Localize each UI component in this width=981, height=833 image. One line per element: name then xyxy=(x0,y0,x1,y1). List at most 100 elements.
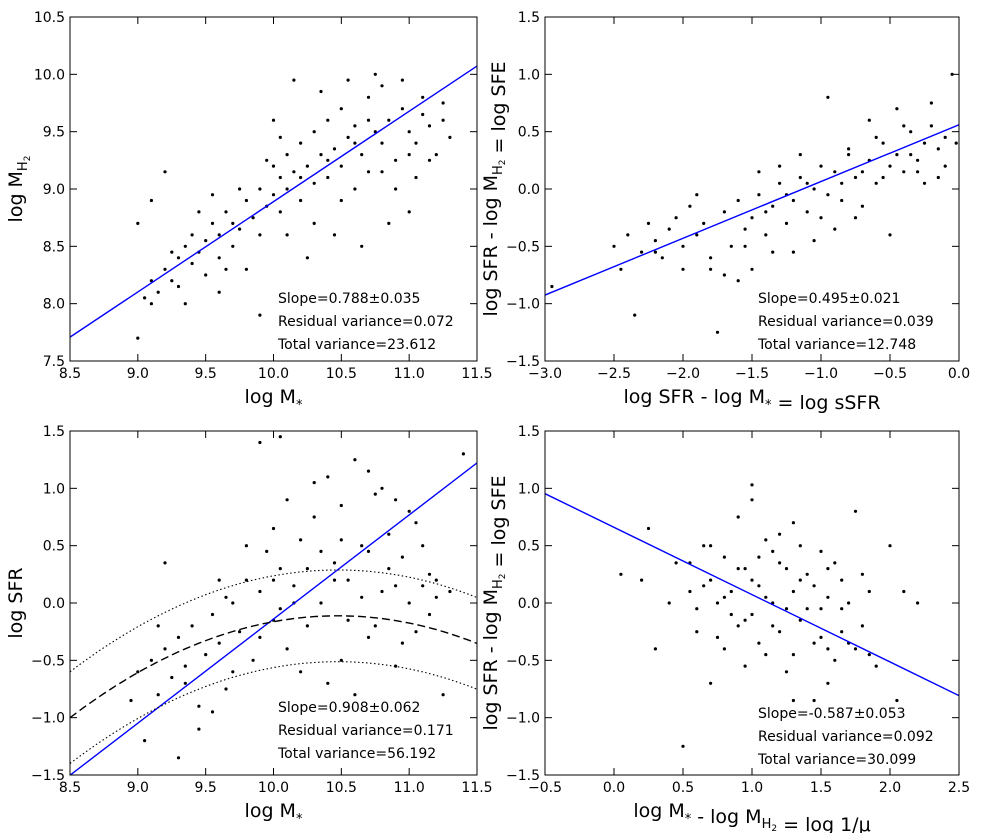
scatter-point xyxy=(826,647,830,651)
x-tick-label: 9.0 xyxy=(127,366,149,382)
y-tick-label: −0.5 xyxy=(31,653,65,669)
scatter-point xyxy=(217,256,221,260)
y-tick-label: 1.0 xyxy=(518,481,540,497)
main-sequence-curve xyxy=(70,615,477,719)
scatter-point xyxy=(709,544,713,548)
scatter-point xyxy=(183,244,187,248)
scatter-point xyxy=(332,578,337,582)
fit-line xyxy=(545,124,959,296)
scatter-point xyxy=(387,567,391,571)
scatter-point xyxy=(791,198,796,203)
scatter-point xyxy=(414,175,418,180)
scatter-point xyxy=(715,635,720,640)
scatter-point xyxy=(394,187,398,191)
scatter-point xyxy=(757,170,761,174)
scatter-point xyxy=(722,210,727,214)
y-tick-label: 1.5 xyxy=(518,10,540,26)
panel-bottom-left: 8.5 9.0 9.5 10.0 10.5 11.0 11.5 −1.5 −1.0 −0.5 0.0… xyxy=(5,424,493,827)
scatter-point xyxy=(278,135,282,139)
scatter-point xyxy=(791,589,796,594)
scatter-point xyxy=(224,267,228,271)
scatter-point xyxy=(265,549,269,554)
scatter-point xyxy=(292,78,296,82)
plot-area xyxy=(545,72,959,334)
scatter-point xyxy=(312,130,316,134)
scatter-point xyxy=(757,193,761,197)
scatter-point xyxy=(702,584,706,588)
scatter-point xyxy=(366,469,371,473)
y-tick-label: 0.5 xyxy=(518,125,540,141)
scatter-point xyxy=(217,641,221,645)
scatter-point xyxy=(764,210,768,214)
scatter-point xyxy=(183,681,187,685)
scatter-point xyxy=(339,107,343,111)
scatter-point xyxy=(238,187,242,191)
scatter-point xyxy=(660,256,664,260)
stat-annotation: Residual variance=0.072 xyxy=(278,314,454,330)
scatter-point xyxy=(299,538,303,542)
scatter-point xyxy=(461,452,465,456)
scatter-point xyxy=(895,698,899,703)
scatter-point xyxy=(204,653,208,657)
scatter-point xyxy=(750,498,754,502)
x-tick-label: 10.5 xyxy=(326,780,357,796)
scatter-point xyxy=(136,221,140,225)
scatter-point xyxy=(244,198,248,203)
x-tick-label: 8.5 xyxy=(59,780,81,796)
scatter-point xyxy=(840,578,844,582)
scatter-point xyxy=(874,181,878,185)
scatter-point xyxy=(271,526,276,531)
y-tick-label: −1.0 xyxy=(506,297,540,313)
scatter-point xyxy=(729,589,733,594)
scatter-point xyxy=(619,572,623,576)
scatter-point xyxy=(619,267,623,271)
scatter-point xyxy=(231,221,235,225)
scatter-point xyxy=(319,601,323,605)
scatter-point xyxy=(688,589,692,594)
scatter-point xyxy=(653,250,658,254)
scatter-point xyxy=(916,601,920,605)
scatter-point xyxy=(448,135,452,139)
scatter-point xyxy=(149,279,153,283)
scatter-point xyxy=(312,515,316,519)
scatter-point xyxy=(427,572,432,576)
scatter-point xyxy=(784,221,789,225)
scatter-point xyxy=(299,670,303,674)
scatter-point xyxy=(407,509,411,513)
scatter-point xyxy=(812,584,816,588)
scatter-point xyxy=(681,267,685,271)
scatter-point xyxy=(319,549,323,554)
scatter-point xyxy=(695,607,699,611)
scatter-point xyxy=(143,296,147,300)
scatter-point xyxy=(764,653,768,657)
scatter-point xyxy=(688,204,692,208)
lower-scatter-curve xyxy=(70,661,477,764)
panel-bottom-right: −0.5 0.0 0.5 1.0 1.5 2.0 2.5 −1.5 −1.0 −0.5 0.0 0.5… xyxy=(480,424,970,833)
scatter-point xyxy=(204,239,208,243)
scatter-point xyxy=(394,664,398,668)
scatter-point xyxy=(743,664,747,668)
scatter-point xyxy=(326,118,330,122)
scatter-point xyxy=(736,279,740,283)
scatter-point xyxy=(427,124,432,128)
x-axis-label: log M* - log MH2 = log 1/μ xyxy=(633,800,870,833)
scatter-point xyxy=(922,141,927,145)
scatter-point xyxy=(902,170,906,174)
scatter-point xyxy=(400,78,404,82)
scatter-point xyxy=(346,578,350,582)
y-tick-label: 0.0 xyxy=(518,596,540,612)
x-tick-label: −3.0 xyxy=(528,366,562,382)
scatter-point xyxy=(258,187,262,191)
scatter-point xyxy=(791,250,796,254)
scatter-point xyxy=(812,641,816,645)
scatter-point xyxy=(380,486,384,490)
scatter-point xyxy=(373,72,377,76)
scatter-point xyxy=(339,198,343,203)
scatter-point xyxy=(847,147,851,151)
scatter-point xyxy=(190,624,194,628)
scatter-point xyxy=(750,578,754,582)
scatter-point xyxy=(373,624,377,628)
y-tick-label: 0.5 xyxy=(518,539,540,555)
scatter-point xyxy=(791,698,796,703)
x-tick-label: 10.0 xyxy=(258,780,289,796)
